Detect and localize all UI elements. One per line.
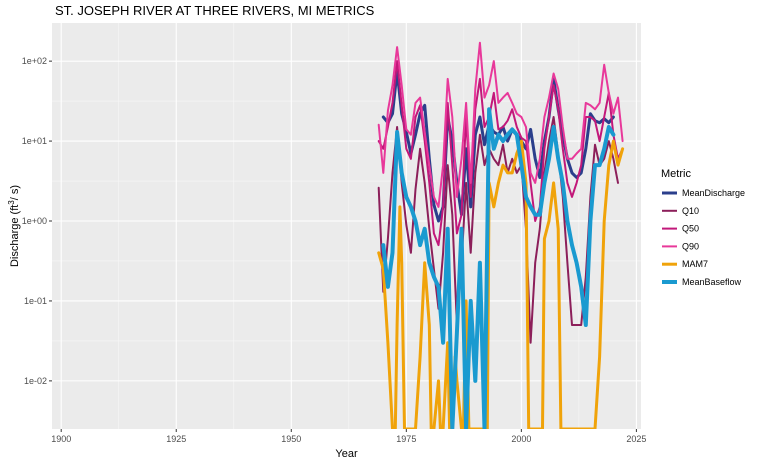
legend-label-q50: Q50: [682, 224, 699, 234]
x-tick-label: 2000: [511, 434, 531, 444]
legend: Metric MeanDischarge Q10 Q50 Q90 MAM7 MeanBas…: [661, 168, 745, 287]
legend-label-q90: Q90: [682, 241, 699, 251]
y-tick-label: 1e+02: [22, 56, 47, 66]
y-axis-title-main: Discharge (ft: [9, 205, 21, 267]
legend-label-mam7: MAM7: [682, 259, 708, 269]
y-axis-title-end: / s): [9, 185, 21, 200]
x-tick-label: 2025: [626, 434, 646, 444]
series-line-q90: [377, 41, 624, 208]
legend-title: Metric: [661, 168, 691, 180]
chart-title: ST. JOSEPH RIVER AT THREE RIVERS, MI MET…: [55, 3, 375, 18]
y-tick-label: 1e+01: [22, 136, 47, 146]
series-line-q50: [377, 60, 624, 247]
y-tick-label: 1e-01: [24, 296, 47, 306]
x-tick-label: 1900: [51, 434, 71, 444]
x-tick-label: 1950: [281, 434, 301, 444]
y-axis: 1e-02 1e-01 1e+00 1e+01 1e+02: [22, 56, 52, 386]
legend-label-meanbaseflow: MeanBaseflow: [682, 277, 742, 287]
y-axis-title-superscript: 3: [7, 200, 16, 205]
x-axis: 1900 1925 1950 1975 2000 2025: [51, 429, 646, 444]
series-line-meanbaseflow: [381, 107, 616, 429]
series-line-q10: [377, 116, 619, 344]
x-tick-label: 1975: [396, 434, 416, 444]
y-axis-title: Discharge (ft3/ s): [7, 185, 21, 267]
major-gridlines: [52, 23, 641, 429]
series-layer: [377, 41, 625, 429]
y-tick-label: 1e-02: [24, 376, 47, 386]
y-tick-label: 1e+00: [22, 216, 47, 226]
legend-label-meandischarge: MeanDischarge: [682, 188, 745, 198]
x-tick-label: 1925: [166, 434, 186, 444]
x-axis-title: Year: [335, 448, 358, 460]
legend-label-q10: Q10: [682, 206, 699, 216]
